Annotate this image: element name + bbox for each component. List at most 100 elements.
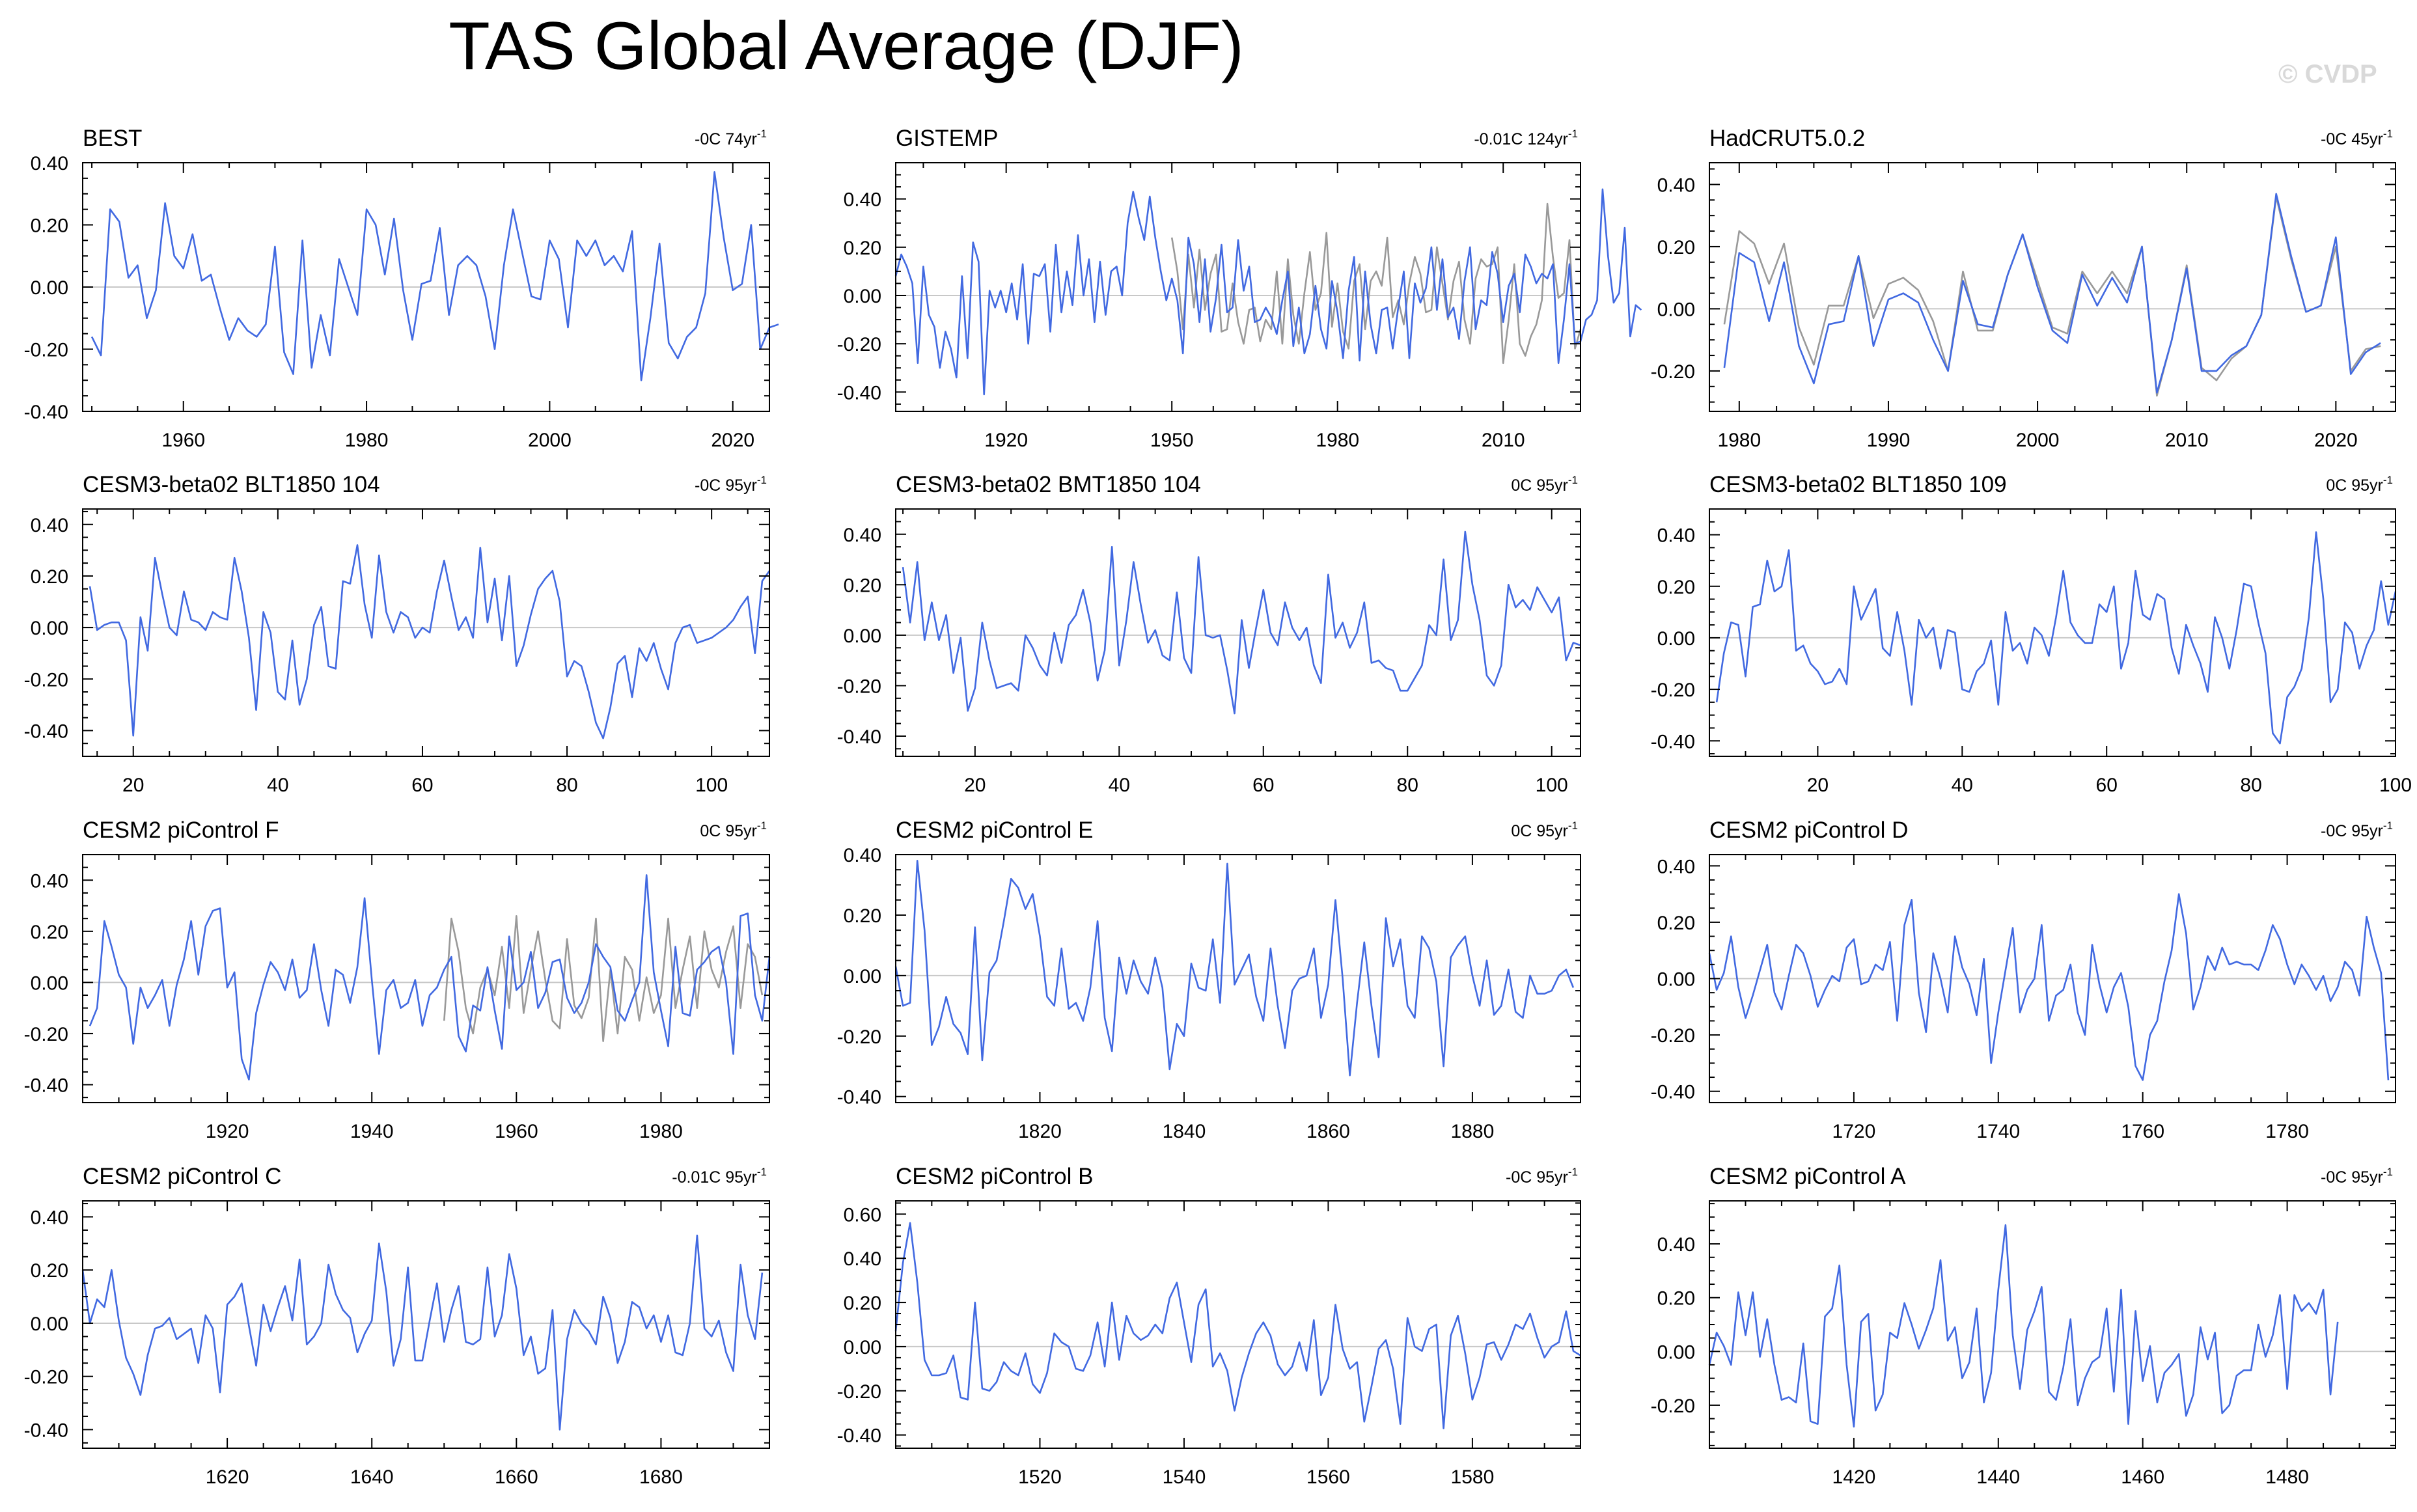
y-tick-label: 0.00 [31, 277, 68, 299]
x-tick-label: 20 [964, 775, 986, 796]
y-tick-label: 0.00 [1657, 1341, 1695, 1363]
y-tick-label: 0.40 [31, 515, 68, 536]
plot-frame [1709, 508, 2396, 757]
series-line-1 [89, 544, 771, 739]
x-tick-label: 1620 [206, 1466, 249, 1488]
x-tick-label: 1940 [350, 1121, 394, 1142]
panel-title: CESM2 piControl B [896, 1164, 1093, 1189]
x-tick-label: 1950 [1150, 430, 1194, 451]
y-tick-label: 0.40 [844, 845, 881, 866]
y-tick-label: 0.00 [31, 1313, 68, 1335]
y-tick-label: 0.40 [1657, 525, 1695, 547]
y-tick-label: 0.00 [844, 1337, 881, 1358]
y-tick-label: 0.20 [31, 215, 68, 237]
y-tick-label: 0.00 [844, 286, 881, 307]
x-tick-label: 1740 [1976, 1121, 2020, 1142]
y-tick-label: -0.20 [837, 676, 881, 697]
x-tick-label: 80 [2240, 775, 2261, 796]
plot-frame [1709, 162, 2396, 412]
x-tick-label: 1860 [1306, 1121, 1350, 1142]
trend-label: -0C 95yr-1 [695, 474, 767, 495]
trend-label: 0C 95yr-1 [2326, 474, 2393, 495]
figure-title: TAS Global Average (DJF) [449, 8, 1244, 84]
series-line-2 [89, 874, 771, 1080]
y-tick-label: 0.20 [31, 922, 68, 943]
plot-frame [895, 1200, 1581, 1449]
series-line-1 [1723, 196, 2381, 397]
y-tick-label: -0.20 [1651, 1395, 1695, 1417]
x-tick-label: 100 [1536, 775, 1568, 796]
panel-6: -0.40 -0.20 0.00 0.20 0.40 20 40 60 80 100 CESM3-b… [1651, 472, 2412, 796]
plot-frame [82, 508, 770, 757]
panel-title: CESM2 piControl E [896, 818, 1093, 843]
y-tick-label: 0.00 [31, 618, 68, 639]
x-tick-label: 80 [1397, 775, 1418, 796]
plot-frame [895, 854, 1581, 1103]
y-tick-label: -0.20 [24, 669, 68, 691]
series-line-1 [902, 530, 1581, 715]
y-tick-label: 0.00 [1657, 969, 1695, 991]
panel-1: -0.40 -0.20 0.00 0.20 0.40 1960 1980 2000 2020 BE… [24, 126, 779, 451]
y-tick-label: 0.20 [844, 575, 881, 596]
y-tick-label: 0.40 [31, 153, 68, 174]
panel-12: -0.20 0.00 0.20 0.40 1420 1440 1460 1480 CESM2 p… [1651, 1164, 2396, 1488]
x-tick-label: 60 [2096, 775, 2118, 796]
y-tick-label: -0.40 [24, 1420, 68, 1441]
y-tick-label: 0.40 [1657, 856, 1695, 877]
x-tick-label: 1660 [495, 1466, 538, 1488]
x-tick-label: 2020 [711, 430, 754, 451]
y-tick-label: -0.20 [837, 1026, 881, 1048]
x-tick-label: 1920 [984, 430, 1028, 451]
panel-5: -0.40 -0.20 0.00 0.20 0.40 20 40 60 80 100 CESM3-b… [837, 472, 1581, 796]
series-line-1 [894, 1222, 1581, 1429]
panel-title: HadCRUT5.0.2 [1709, 126, 1865, 151]
y-tick-label: 0.20 [844, 905, 881, 927]
y-tick-label: -0.20 [24, 1367, 68, 1388]
panel-3: -0.20 0.00 0.20 0.40 1980 1990 2000 2010 2020 Had… [1651, 126, 2396, 451]
x-tick-label: 1960 [161, 430, 205, 451]
y-tick-label: 0.00 [31, 972, 68, 994]
x-tick-label: 1580 [1451, 1466, 1495, 1488]
y-tick-label: 0.00 [844, 966, 881, 987]
x-tick-label: 1420 [1832, 1466, 1876, 1488]
y-tick-label: -0.40 [1651, 731, 1695, 752]
trend-label: -0C 74yr-1 [695, 128, 767, 148]
panel-8: -0.40 -0.20 0.00 0.20 0.40 1820 1840 1860 1880 CE… [837, 818, 1581, 1142]
x-tick-label: 1840 [1163, 1121, 1206, 1142]
panel-title: CESM2 piControl A [1709, 1164, 1906, 1189]
x-tick-label: 2010 [1482, 430, 1525, 451]
x-tick-label: 100 [2379, 775, 2412, 796]
trend-label: -0.01C 95yr-1 [672, 1166, 767, 1187]
panel-title: CESM3-beta02 BLT1850 109 [1709, 472, 2007, 497]
y-tick-label: 0.20 [1657, 577, 1695, 598]
panel-title: CESM2 piControl F [83, 818, 279, 843]
y-tick-label: -0.20 [1651, 1025, 1695, 1047]
panel-title: CESM2 piControl C [83, 1164, 281, 1189]
trend-label: -0.01C 124yr-1 [1474, 128, 1578, 148]
series-line-1 [1708, 1224, 2339, 1428]
y-tick-label: 0.20 [31, 1260, 68, 1282]
x-tick-label: 1480 [2265, 1466, 2309, 1488]
x-tick-label: 40 [1109, 775, 1130, 796]
plot-frame [82, 1200, 770, 1449]
x-tick-label: 1440 [1976, 1466, 2020, 1488]
x-tick-label: 1980 [345, 430, 389, 451]
y-tick-label: 0.40 [31, 1207, 68, 1229]
x-tick-label: 1560 [1306, 1466, 1350, 1488]
x-tick-label: 2000 [528, 430, 572, 451]
x-tick-label: 1960 [495, 1121, 538, 1142]
x-tick-label: 1980 [1316, 430, 1359, 451]
x-tick-label: 2020 [2314, 430, 2358, 451]
y-tick-label: -0.40 [837, 1087, 881, 1108]
y-tick-label: -0.40 [24, 1075, 68, 1097]
y-tick-label: -0.20 [1651, 361, 1695, 383]
trend-label: -0C 45yr-1 [2321, 128, 2393, 148]
y-tick-label: 0.40 [844, 1248, 881, 1270]
series-line-1 [1715, 531, 2397, 745]
x-tick-label: 1760 [2121, 1121, 2164, 1142]
y-tick-label: 0.40 [844, 525, 881, 546]
y-tick-label: 0.40 [1657, 1234, 1695, 1256]
panel-title: CESM3-beta02 BMT1850 104 [896, 472, 1201, 497]
x-tick-label: 1720 [1832, 1121, 1876, 1142]
